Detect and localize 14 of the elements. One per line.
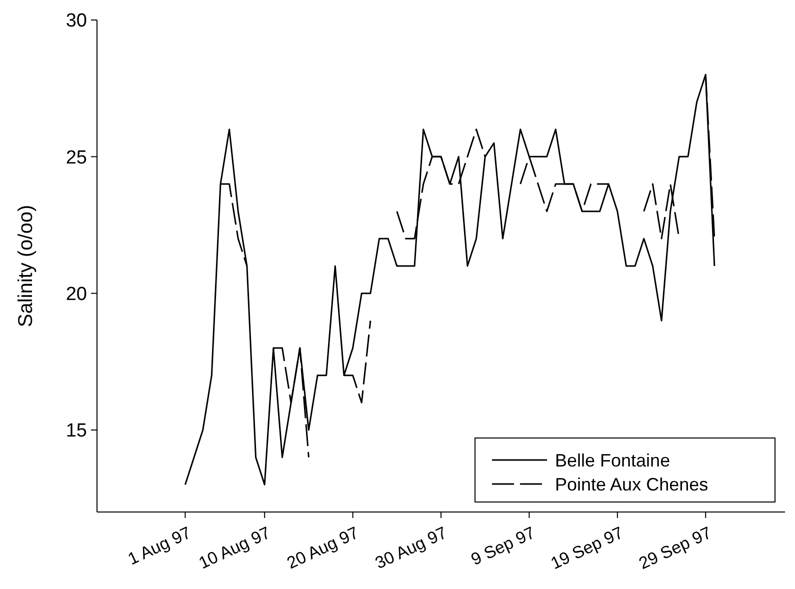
x-tick-label: 19 Sep 97: [548, 523, 626, 574]
x-tick-label: 20 Aug 97: [284, 523, 362, 573]
x-tick-label: 30 Aug 97: [372, 523, 450, 573]
x-tick-label: 10 Aug 97: [196, 523, 274, 573]
legend-label: Belle Fontaine: [555, 450, 670, 470]
y-axis-title: Salinity (o/oo): [15, 204, 37, 328]
x-tick-label: 1 Aug 97: [125, 523, 194, 569]
y-tick-label: 15: [66, 420, 87, 442]
x-tick-label: 9 Sep 97: [468, 523, 538, 570]
y-tick-label: 20: [66, 284, 87, 305]
y-tick-label: 25: [66, 147, 87, 168]
y-tick-label: 30: [66, 10, 87, 32]
x-tick-label: 29 Sep 97: [636, 523, 714, 574]
legend-label: Pointe Aux Chenes: [555, 474, 708, 494]
